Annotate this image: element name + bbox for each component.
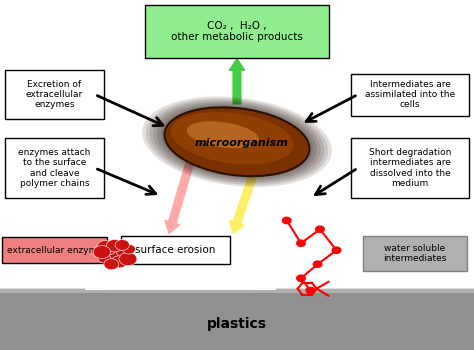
Text: plastics: plastics xyxy=(207,317,267,331)
Ellipse shape xyxy=(164,107,310,176)
Ellipse shape xyxy=(146,98,328,185)
Text: water soluble
intermediates: water soluble intermediates xyxy=(383,244,447,264)
Circle shape xyxy=(332,247,341,253)
Circle shape xyxy=(111,256,128,268)
FancyBboxPatch shape xyxy=(5,70,104,119)
Circle shape xyxy=(100,242,117,255)
Circle shape xyxy=(122,244,136,254)
Ellipse shape xyxy=(161,105,313,178)
Ellipse shape xyxy=(142,97,332,187)
Ellipse shape xyxy=(150,100,324,183)
Text: Excretion of
extracellular
enzymes: Excretion of extracellular enzymes xyxy=(26,79,83,110)
FancyBboxPatch shape xyxy=(2,237,107,264)
Circle shape xyxy=(316,226,324,232)
Circle shape xyxy=(119,252,137,266)
Circle shape xyxy=(117,247,132,258)
Circle shape xyxy=(283,217,291,224)
Text: extracellular enzyme: extracellular enzyme xyxy=(7,246,102,255)
Ellipse shape xyxy=(171,112,294,164)
Circle shape xyxy=(97,240,114,253)
Ellipse shape xyxy=(153,102,321,182)
Text: Short degradation
intermediates are
dissolved into the
medium: Short degradation intermediates are diss… xyxy=(369,148,451,188)
Text: enzymes attach
to the surface
and cleave
polymer chains: enzymes attach to the surface and cleave… xyxy=(18,148,91,188)
Circle shape xyxy=(104,259,119,270)
Circle shape xyxy=(98,253,111,263)
FancyBboxPatch shape xyxy=(351,138,469,198)
FancyBboxPatch shape xyxy=(5,138,104,198)
Text: Intermediates are
assimilated into the
cells: Intermediates are assimilated into the c… xyxy=(365,79,455,110)
Text: microorganism: microorganism xyxy=(195,139,289,148)
FancyBboxPatch shape xyxy=(363,236,467,271)
Circle shape xyxy=(297,240,305,246)
Circle shape xyxy=(297,275,305,281)
FancyBboxPatch shape xyxy=(121,236,230,264)
Bar xyxy=(0,289,474,293)
Ellipse shape xyxy=(187,121,259,148)
Circle shape xyxy=(306,287,315,294)
Circle shape xyxy=(106,239,123,252)
Circle shape xyxy=(313,261,322,267)
Circle shape xyxy=(105,249,122,262)
FancyBboxPatch shape xyxy=(0,289,474,350)
Text: surface erosion: surface erosion xyxy=(135,245,216,255)
Circle shape xyxy=(93,245,111,259)
Text: CO₂ ,  H₂O ,
other metabolic products: CO₂ , H₂O , other metabolic products xyxy=(171,21,303,42)
Ellipse shape xyxy=(157,104,317,180)
Circle shape xyxy=(115,240,129,250)
FancyBboxPatch shape xyxy=(145,5,329,58)
FancyBboxPatch shape xyxy=(351,74,469,116)
